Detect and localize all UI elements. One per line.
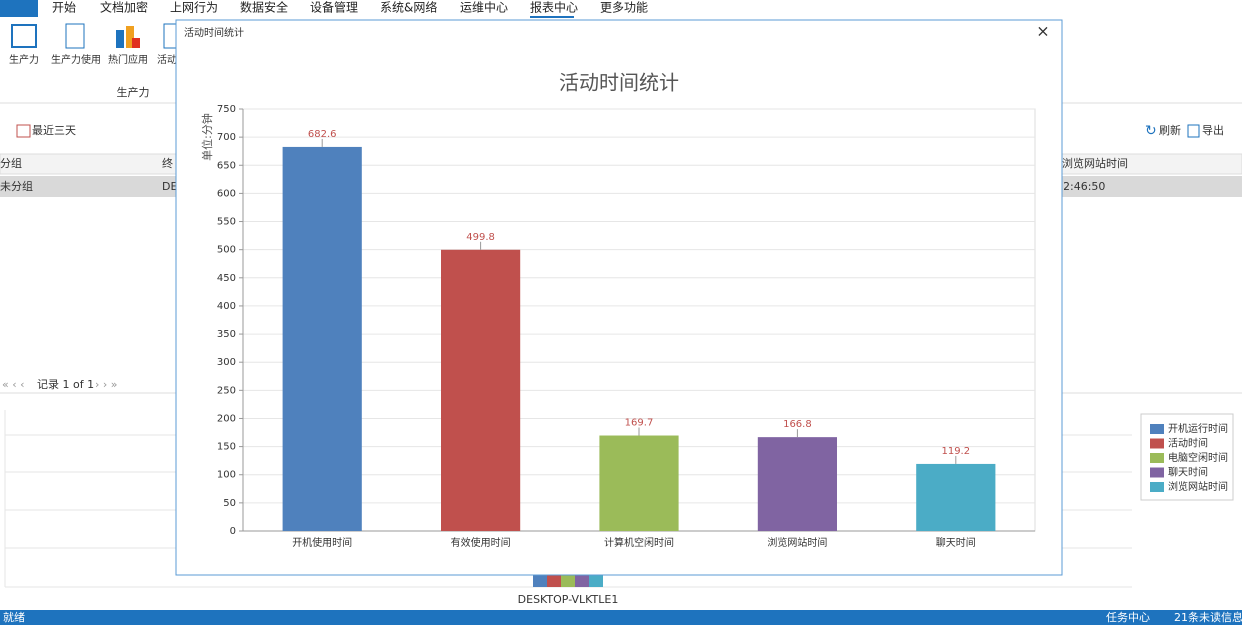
ribbon-button[interactable]: 生产力 [9,53,39,66]
y-tick-label: 200 [217,413,236,424]
x-tick-label: 开机使用时间 [292,536,352,549]
column-header[interactable]: 终 [162,156,173,170]
y-tick-label: 700 [217,132,236,143]
bar [599,435,679,531]
svg-text:↻: ↻ [1145,123,1157,139]
y-tick-label: 600 [217,188,236,199]
legend-label: 聊天时间 [1168,466,1208,479]
bar [441,249,521,531]
date-range[interactable]: 最近三天 [32,124,76,137]
table-cell[interactable]: 未分组 [0,179,33,193]
legend-swatch [1150,467,1164,478]
menu-item[interactable]: 更多功能 [600,1,648,15]
x-tick-label: 计算机空闲时间 [604,536,674,549]
dialog-title: 活动时间统计 [184,26,244,39]
menu-item[interactable]: 系统&网络 [380,0,437,15]
y-tick-label: 150 [217,442,236,453]
y-tick-label: 250 [217,385,236,396]
status-text: 就绪 [3,610,25,624]
background-category: DESKTOP-VLKTLE1 [518,593,619,606]
y-tick-label: 400 [217,301,236,312]
menu-item[interactable]: 报表中心 [530,0,578,15]
ribbon-button[interactable]: 生产力使用 [51,53,101,66]
close-button[interactable]: × [1036,22,1049,41]
data-label: 499.8 [466,232,495,243]
data-label: 682.6 [308,129,337,140]
menu-item[interactable]: 数据安全 [240,0,288,15]
svg-text:› › »: › › » [95,378,118,391]
menu-item[interactable]: 文档加密 [100,0,148,15]
ribbon-button[interactable]: 活动 [157,54,177,66]
messages[interactable]: 21条未读信息 [1174,610,1242,624]
y-tick-label: 450 [217,273,236,284]
y-axis-label: 单位:分钟 [200,113,214,161]
pager: 记录 1 of 1 [37,378,94,391]
app-menu-button[interactable] [0,0,38,17]
ribbon-button[interactable]: 热门应用 [108,53,148,66]
column-header[interactable]: 浏览网站时间 [1062,156,1128,170]
bar [916,463,996,531]
legend-label: 开机运行时间 [1168,422,1228,435]
y-tick-label: 50 [223,498,236,509]
x-tick-label: 聊天时间 [936,536,976,549]
x-tick-label: 浏览网站时间 [767,536,827,549]
y-tick-label: 550 [217,217,236,228]
refresh-button[interactable]: 刷新 [1159,123,1181,137]
menu-item[interactable]: 上网行为 [170,1,218,15]
y-tick-label: 650 [217,160,236,171]
legend-label: 活动时间 [1168,437,1208,450]
data-label: 119.2 [941,446,970,457]
legend-swatch [1150,453,1164,463]
column-header[interactable]: 分组 [0,156,22,170]
y-tick-label: 500 [217,245,236,256]
data-label: 166.8 [783,419,812,430]
menu-item[interactable]: 运维中心 [460,0,508,15]
ribbon-group-label: 生产力 [117,85,150,99]
y-tick-label: 750 [217,104,236,115]
legend-label: 电脑空闲时间 [1168,451,1228,464]
x-tick-label: 有效使用时间 [451,536,511,549]
task-center[interactable]: 任务中心 [1106,611,1150,624]
legend-label: 浏览网站时间 [1168,480,1228,493]
legend-swatch [1150,482,1164,492]
bar [282,146,362,531]
table-cell[interactable]: DE [162,180,177,193]
y-tick-label: 300 [217,357,236,368]
y-tick-label: 100 [217,470,236,481]
bar [757,437,837,531]
legend-swatch [1150,438,1164,449]
y-tick-label: 0 [230,526,236,537]
data-label: 169.7 [625,418,654,429]
svg-text:« ‹ ‹: « ‹ ‹ [2,378,25,391]
chart-title: 活动时间统计 [559,71,679,95]
menu-item[interactable]: 设备管理 [310,0,358,15]
table-cell[interactable]: 02:46:50 [1056,180,1105,193]
legend-swatch [1150,424,1164,434]
export-button[interactable]: 导出 [1202,123,1224,137]
menu-item[interactable]: 开始 [52,1,76,15]
y-tick-label: 350 [217,329,236,340]
